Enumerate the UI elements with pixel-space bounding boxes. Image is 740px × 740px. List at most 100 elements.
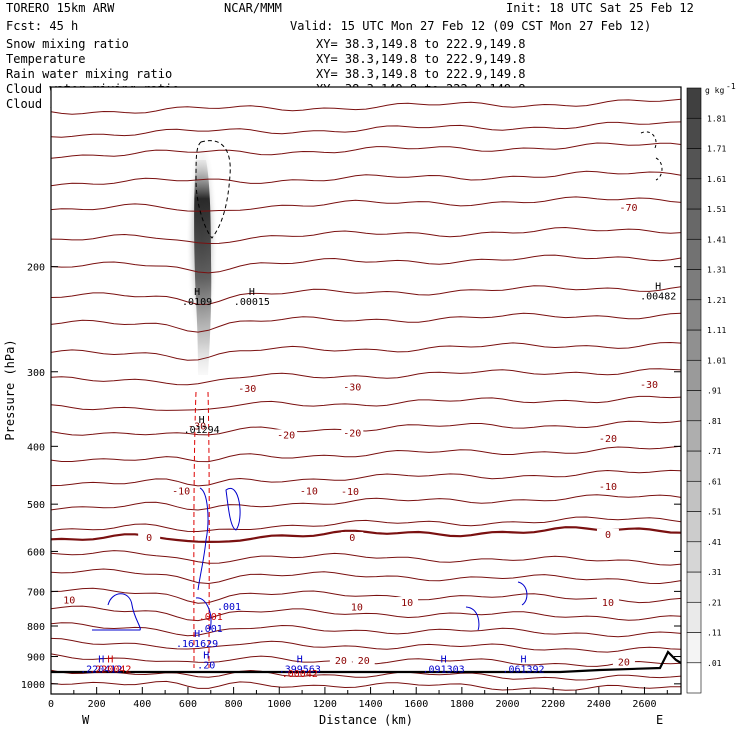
isotherm bbox=[50, 516, 682, 533]
temp-label-bg bbox=[596, 481, 619, 493]
model-title: TORERO 15km ARW bbox=[6, 1, 115, 15]
colorbar-unit: g kg bbox=[705, 86, 724, 95]
maximum-marker: H bbox=[203, 650, 209, 661]
colorbar-level-label: .31 bbox=[707, 568, 722, 577]
colorbar-swatch bbox=[686, 390, 702, 422]
cloud-ice-contour bbox=[195, 140, 231, 239]
temp-label-bg bbox=[396, 597, 419, 609]
isotherm bbox=[50, 121, 682, 138]
isotherm bbox=[50, 368, 682, 386]
maximum-marker: H bbox=[199, 415, 205, 426]
y-tick-label: 800 bbox=[27, 622, 45, 633]
temperature-label: 0 bbox=[349, 533, 355, 544]
colorbar-swatch bbox=[686, 269, 702, 301]
colorbar-level-label: 1.31 bbox=[707, 266, 726, 275]
colorbar: .01 .11 .21 .31 .41 .51 .61 .71 .81 .91 1.01 1.11 1.… bbox=[686, 82, 736, 694]
cloud-ice-contour bbox=[640, 131, 663, 181]
legend-field-label: Temperature bbox=[6, 52, 85, 66]
maximum-value: .20 bbox=[197, 660, 215, 671]
valid-time: Valid: 15 UTC Mon 27 Feb 12 (09 CST Mon … bbox=[290, 19, 651, 33]
isotherm bbox=[50, 568, 682, 585]
colorbar-swatch bbox=[686, 601, 702, 633]
temperature-label: -20 bbox=[599, 434, 617, 445]
temp-label-bg bbox=[339, 486, 362, 498]
temp-label-bg bbox=[297, 485, 320, 497]
colorbar-level-label: 1.41 bbox=[707, 235, 726, 244]
temperature-label: -10 bbox=[172, 487, 190, 498]
y-tick-label: 500 bbox=[27, 500, 45, 511]
colorbar-level-label: .51 bbox=[707, 508, 722, 517]
maximum-marker: H bbox=[249, 287, 255, 298]
colorbar-unit-exponent: -1 bbox=[726, 82, 736, 91]
temperature-label: -30 bbox=[188, 422, 206, 433]
maximum-value: .00482 bbox=[640, 291, 676, 302]
colorbar-level-label: 1.11 bbox=[707, 326, 726, 335]
colorbar-swatch bbox=[686, 662, 702, 694]
snow-core bbox=[194, 160, 212, 375]
x-tick-label: 400 bbox=[133, 699, 151, 710]
temp-label-bg bbox=[596, 432, 619, 444]
x-tick-label: 2200 bbox=[541, 699, 565, 710]
colorbar-swatch bbox=[686, 359, 702, 391]
x-tick-label: 0 bbox=[48, 699, 54, 710]
isotherm bbox=[50, 420, 682, 436]
temp-label-bg bbox=[596, 597, 619, 609]
isotherm bbox=[50, 669, 682, 681]
colorbar-swatch bbox=[686, 238, 702, 270]
colorbar-level-label: .11 bbox=[707, 629, 722, 638]
isotherm bbox=[50, 341, 682, 361]
plot-frame bbox=[50, 86, 682, 695]
colorbar-level-label: .01 bbox=[707, 659, 722, 668]
maxima-labels: H.0109H.00015H.00482H.01294.001.001.001H… bbox=[80, 281, 676, 680]
temp-label-bg bbox=[236, 383, 259, 395]
temperature-label: -20 bbox=[343, 428, 361, 439]
x-tick-label: 1000 bbox=[267, 699, 291, 710]
isotherm bbox=[50, 494, 682, 511]
colorbar-level-label: 1.21 bbox=[707, 296, 726, 305]
temperature-label: 10 bbox=[351, 603, 363, 614]
maximum-value: .061392 bbox=[502, 664, 544, 675]
maximum-value: .091303 bbox=[423, 664, 465, 675]
x-axis: 0 200 400 600 800 1000 1200 1400 1600 1800 2000 220… bbox=[48, 687, 668, 710]
x-tick-label: 800 bbox=[225, 699, 243, 710]
isotherm bbox=[50, 550, 682, 566]
legend-field-xy: XY= 38.3,149.8 to 222.9,149.8 bbox=[316, 67, 526, 81]
maximum-value: .220412 bbox=[80, 664, 122, 675]
center-title: NCAR/MMM bbox=[224, 1, 282, 15]
temperature-label: 20 bbox=[358, 656, 370, 667]
isotherm bbox=[50, 170, 682, 187]
temp-label-bg bbox=[617, 201, 640, 213]
isotherm bbox=[50, 637, 682, 653]
colorbar-swatch bbox=[686, 329, 702, 361]
isotherm bbox=[50, 254, 682, 274]
temperature-label: -30 bbox=[343, 382, 361, 393]
temperature-isotherms bbox=[50, 98, 682, 691]
colorbar-level-label: .21 bbox=[707, 598, 722, 607]
maximum-value: .00042 bbox=[282, 669, 318, 680]
colorbar-swatch bbox=[686, 632, 702, 664]
maximum-value: .001 bbox=[199, 624, 223, 635]
snow-shading bbox=[186, 145, 218, 375]
x-tick-label: 1800 bbox=[450, 699, 474, 710]
colorbar-swatch bbox=[686, 541, 702, 573]
colorbar-swatch bbox=[686, 480, 702, 512]
maximum-marker: H bbox=[194, 629, 200, 640]
temp-label-bg bbox=[596, 528, 619, 540]
x-axis-east-label: E bbox=[656, 713, 663, 727]
y-tick-label: 900 bbox=[27, 653, 45, 664]
maximum-marker: H bbox=[194, 287, 200, 298]
forecast-hour: Fcst: 45 h bbox=[6, 19, 78, 33]
temperature-label: 0 bbox=[605, 530, 611, 541]
temperature-label: -10 bbox=[599, 482, 617, 493]
temperature-label: 0 bbox=[146, 533, 152, 544]
temperature-label: 20 bbox=[618, 657, 630, 668]
temperature-label: 10 bbox=[63, 596, 75, 607]
temp-label-bg bbox=[638, 379, 661, 391]
temperature-label: -30 bbox=[238, 384, 256, 395]
x-tick-label: 2600 bbox=[632, 699, 656, 710]
temperature-label: -70 bbox=[619, 203, 637, 214]
colorbar-swatch bbox=[686, 117, 702, 149]
maximum-marker: H bbox=[655, 281, 661, 292]
maximum-marker: H bbox=[441, 654, 447, 665]
